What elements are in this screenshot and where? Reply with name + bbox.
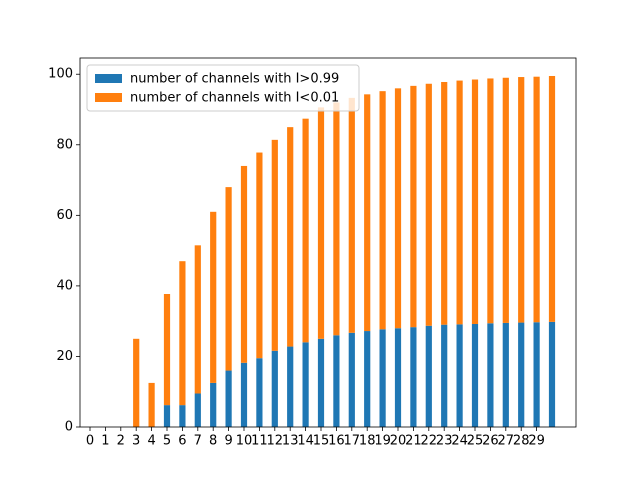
bar-segment [379, 91, 386, 330]
bar-segment [487, 323, 494, 427]
bar-segment [410, 85, 417, 328]
plot-frame [79, 57, 577, 428]
bar-segment [441, 324, 448, 427]
bar-segment [364, 94, 371, 332]
bar-segment [379, 329, 386, 427]
bar-segment [394, 328, 402, 427]
y-tick-label: 80 [56, 137, 73, 152]
x-tick-label: 27 [498, 434, 515, 449]
x-tick-label: 5 [163, 434, 171, 449]
bar-segment [548, 75, 556, 322]
bar-segment [225, 187, 232, 371]
x-tick-label: 11 [251, 434, 268, 449]
x-tick-label: 23 [436, 434, 453, 449]
bar-segment [163, 294, 171, 406]
x-tick-label: 9 [224, 434, 232, 449]
x-tick-label: 8 [209, 434, 217, 449]
bar-segment [256, 152, 263, 359]
x-tick-label: 29 [528, 434, 545, 449]
x-tick-label: 3 [132, 434, 140, 449]
bar-segment [394, 88, 402, 329]
bar-segment [348, 97, 355, 333]
legend-box [86, 64, 360, 112]
bar-segment [410, 327, 417, 427]
x-tick-label: 15 [313, 434, 330, 449]
bar-segment [548, 321, 556, 427]
legend-label: number of channels with I<0.01 [130, 91, 339, 106]
bar-segment [364, 331, 371, 427]
bar-segment [271, 139, 278, 351]
bar-segment [502, 77, 509, 323]
bar-segment [487, 78, 494, 324]
x-tick-label: 22 [421, 434, 438, 449]
bar-segment [518, 77, 525, 323]
bar-segment [287, 346, 294, 427]
bar-segment [194, 245, 201, 394]
x-tick-label: 2 [117, 434, 125, 449]
bar-segment [333, 335, 340, 427]
x-tick-label: 26 [482, 434, 499, 449]
bar-segment [302, 342, 309, 427]
x-tick-label: 20 [390, 434, 407, 449]
bar-segment [317, 107, 325, 339]
bar-segment [425, 83, 432, 326]
bar-segment [179, 261, 186, 406]
x-tick-label: 19 [374, 434, 391, 449]
x-tick-label: 4 [147, 434, 155, 449]
x-tick-label: 21 [405, 434, 422, 449]
bar-segment [456, 80, 463, 325]
legend-swatch [95, 74, 122, 83]
x-tick-label: 16 [328, 434, 345, 449]
bar-segment [348, 332, 355, 427]
bar-segment [133, 338, 140, 427]
bar-segment [502, 322, 509, 427]
x-tick-label: 13 [282, 434, 299, 449]
x-tick-label: 25 [467, 434, 484, 449]
bar-segment [456, 324, 463, 427]
bar-segment [194, 393, 201, 427]
bar-segment [179, 405, 186, 427]
bar-segment [518, 322, 525, 427]
x-tick-label: 17 [344, 434, 361, 449]
bar-segment [471, 79, 479, 324]
y-tick-label: 0 [65, 420, 73, 435]
y-tick-label: 60 [56, 208, 73, 223]
bar-segment [240, 165, 248, 363]
bar-segment [441, 81, 448, 325]
x-tick-label: 10 [236, 434, 253, 449]
bar-segment [533, 322, 540, 427]
x-tick-label: 28 [513, 434, 530, 449]
bar-segment [210, 382, 217, 427]
bar-segment [210, 211, 217, 383]
bar-segment [225, 370, 232, 427]
legend: number of channels with I>0.99 number of … [86, 64, 360, 112]
legend-label: number of channels with I>0.99 [130, 72, 339, 87]
bar-segment [333, 102, 340, 336]
bar-segment [533, 76, 540, 323]
y-tick-label: 100 [48, 67, 73, 82]
x-tick-label: 0 [86, 434, 94, 449]
x-tick-label: 1 [101, 434, 109, 449]
x-tick-label: 6 [178, 434, 186, 449]
bar-segment [240, 362, 248, 427]
x-tick-label: 7 [194, 434, 202, 449]
x-tick-label: 14 [297, 434, 314, 449]
bar-segment [317, 338, 325, 427]
bar-segment [271, 350, 278, 427]
x-tick-label: 12 [267, 434, 284, 449]
x-tick-label: 18 [359, 434, 376, 449]
bar-segment [148, 382, 155, 427]
y-tick-label: 40 [56, 278, 73, 293]
legend-swatch [95, 93, 122, 102]
y-tick-label: 20 [56, 349, 73, 364]
bar-segment [163, 405, 171, 427]
bar-segment [256, 358, 263, 427]
bar-segment [471, 323, 479, 427]
bar-segment [302, 118, 309, 343]
bar-segment [287, 127, 294, 347]
x-tick-label: 24 [451, 434, 468, 449]
bar-segment [425, 325, 432, 427]
